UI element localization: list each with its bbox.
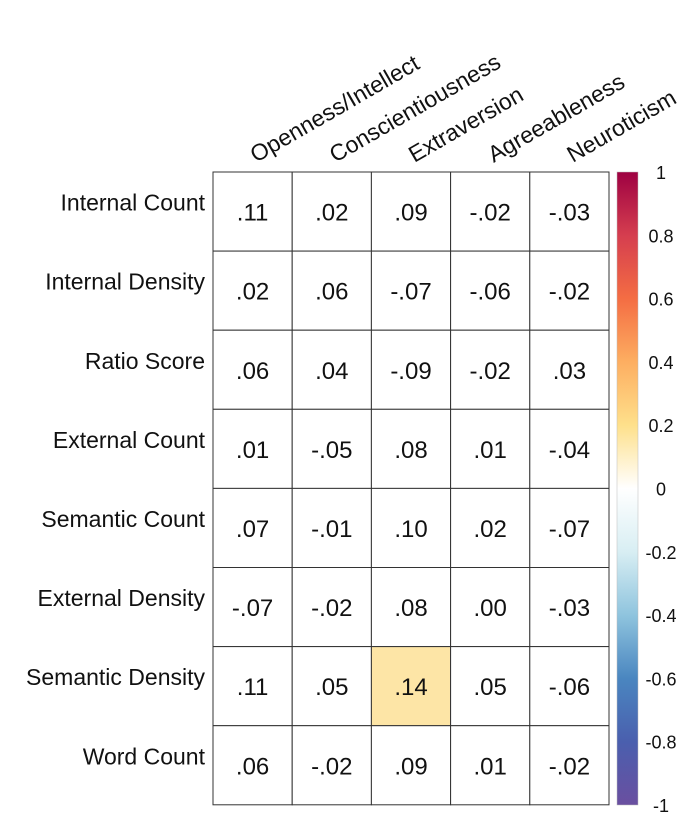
row-label: External Density: [38, 585, 206, 611]
colorbar-tick-label: 0.2: [648, 416, 673, 436]
cell-value-label: .06: [236, 358, 269, 385]
cell-value-label: .07: [236, 516, 269, 543]
cell-value-label: -.03: [549, 595, 590, 622]
heatmap-cell: [212, 408, 293, 489]
heatmap-cell: [370, 567, 452, 648]
colorbar-tick-label: -1: [653, 796, 669, 814]
colorbar-tick-label: 0: [656, 480, 666, 500]
heatmap-cells: .11 .02 .09 -.02 -.03 .02 .06 -.07 -.06 -.02 .06 .0…: [212, 171, 610, 806]
heatmap-cell: [529, 171, 610, 252]
colorbar-tick-label: 0.6: [648, 290, 673, 310]
heatmap-cell: [291, 487, 372, 568]
cell-value-label: .04: [315, 358, 348, 385]
colorbar-tick-label: -0.8: [645, 733, 676, 753]
heatmap-cell: [291, 567, 372, 648]
heatmap-cell: [529, 487, 610, 568]
colorbar-tick-label: -0.2: [645, 543, 676, 563]
heatmap-cell: [212, 487, 293, 568]
cell-value-label: .05: [474, 674, 507, 701]
cell-value-label: -.07: [390, 279, 431, 306]
cell-value-label: .02: [236, 279, 269, 306]
cell-value-label: -.03: [549, 200, 590, 227]
heatmap-cell: [291, 171, 372, 252]
cell-value-label: -.06: [470, 279, 511, 306]
heatmap-cell: [370, 329, 452, 410]
cell-value-label: .11: [237, 200, 269, 227]
row-label: Internal Count: [61, 190, 206, 216]
cell-value-label: -.02: [470, 200, 511, 227]
heatmap-cell: [212, 171, 293, 252]
heatmap-cell: [370, 171, 452, 252]
column-label: Agreeableness: [483, 68, 629, 167]
cell-value-label: .08: [394, 595, 427, 622]
row-label: Semantic Count: [41, 506, 205, 532]
cell-value-label: .11: [237, 674, 269, 701]
heatmap-cell: [450, 725, 531, 806]
column-labels: Openness/IntellectConscientiousnessExtra…: [246, 48, 681, 167]
cell-value-label: .06: [315, 279, 348, 306]
row-label: Word Count: [83, 743, 206, 769]
cell-value-label: -.02: [311, 595, 352, 622]
heatmap-cell: [529, 567, 610, 648]
heatmap-cell: [450, 567, 531, 648]
cell-value-label: -.02: [311, 753, 352, 780]
colorbar-tick-label: -0.4: [645, 606, 676, 626]
row-label: Internal Density: [45, 269, 205, 295]
cell-value-label: -.05: [311, 437, 352, 464]
cell-value-label: .01: [474, 753, 507, 780]
heatmap-cell: [370, 487, 452, 568]
heatmap-cell: [529, 329, 610, 410]
heatmap-cell: [291, 329, 372, 410]
heatmap-cell: [212, 646, 293, 727]
cell-value-label: .02: [315, 200, 348, 227]
heatmap-cell: [529, 725, 610, 806]
cell-value-label: .10: [394, 516, 427, 543]
heatmap-cell: [529, 250, 610, 331]
cell-value-label: .02: [474, 516, 507, 543]
cell-value-label: .09: [394, 753, 427, 780]
cell-value-label: -.09: [390, 358, 431, 385]
cell-value-label: .14: [394, 674, 427, 701]
cell-value-label: .03: [553, 358, 586, 385]
cell-value-label: -.04: [549, 437, 590, 464]
cell-value-label: .06: [236, 753, 269, 780]
heatmap-cell: [370, 250, 452, 331]
cell-value-label: -.06: [549, 674, 590, 701]
heatmap-cell: [370, 725, 452, 806]
heatmap-cell: [529, 408, 610, 489]
colorbar-legend: 1 0.8 0.6 0.4 0.2 0 -0.2 -0.4 -0.6 -0.8 -1: [616, 163, 677, 816]
cell-value-label: -.07: [549, 516, 590, 543]
heatmap-cell: [212, 725, 293, 806]
colorbar-tick-label: 0.8: [648, 226, 673, 246]
cell-value-label: .05: [315, 674, 348, 701]
heatmap-cell: [450, 171, 531, 252]
heatmap-cell: [370, 408, 452, 489]
cell-value-label: .00: [474, 595, 507, 622]
colorbar-tick-label: 0.4: [648, 353, 673, 373]
heatmap-cell: [212, 250, 293, 331]
heatmap-cell: [450, 329, 531, 410]
row-labels: Internal Count Internal Density Ratio Scor…: [26, 190, 206, 770]
cell-value-label: .08: [394, 437, 427, 464]
cell-value-label: -.01: [311, 516, 352, 543]
colorbar-tick-label: -0.6: [645, 669, 676, 689]
row-label: Semantic Density: [26, 664, 205, 690]
cell-value-label: .09: [394, 200, 427, 227]
cell-value-label: .01: [236, 437, 269, 464]
cell-value-label: -.02: [549, 279, 590, 306]
heatmap-cell: [291, 408, 372, 489]
heatmap-cell: [450, 408, 531, 489]
cell-value-label: .01: [474, 437, 507, 464]
row-label: Ratio Score: [85, 348, 205, 374]
cell-value-label: -.02: [470, 358, 511, 385]
colorbar-gradient: [616, 171, 639, 806]
heatmap-cell: [291, 725, 372, 806]
cell-value-label: -.02: [549, 753, 590, 780]
colorbar-tick-label: 1: [656, 163, 666, 183]
cell-value-label: -.07: [232, 595, 273, 622]
heatmap-cell: [529, 646, 610, 727]
row-label: External Count: [53, 427, 206, 453]
